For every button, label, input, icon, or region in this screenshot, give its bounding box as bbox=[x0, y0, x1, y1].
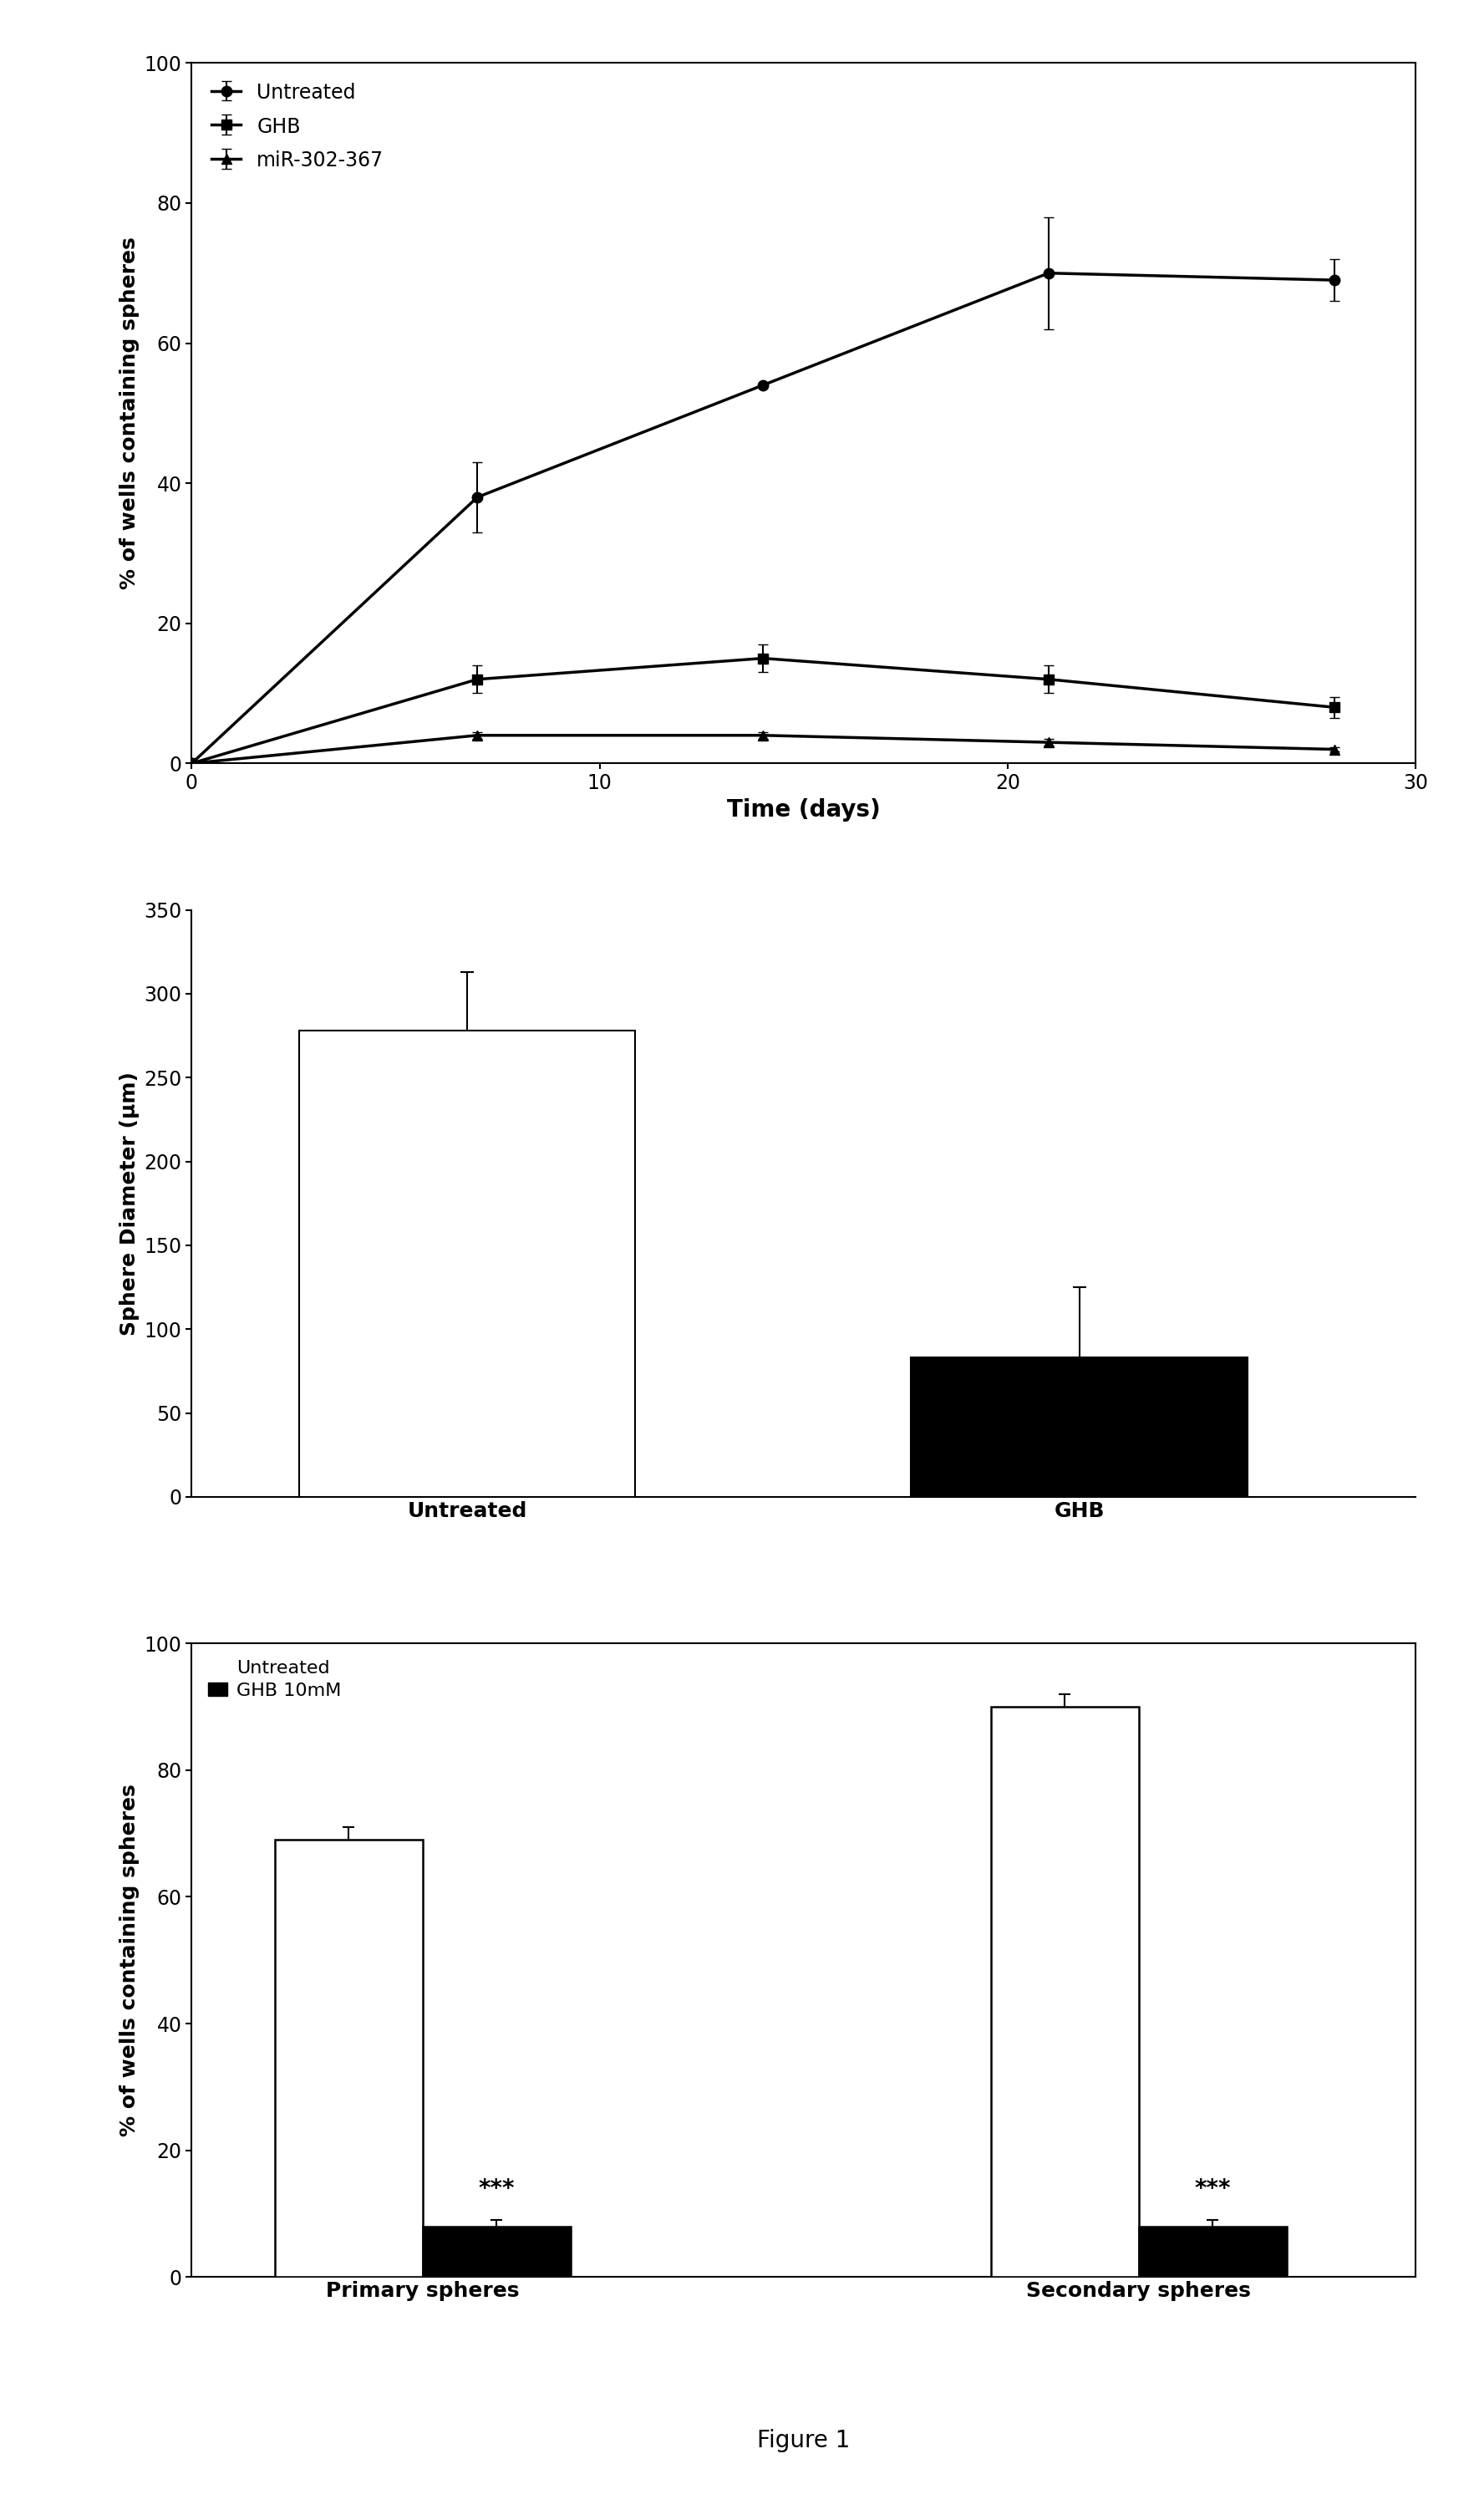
Y-axis label: Sphere Diameter (μm): Sphere Diameter (μm) bbox=[119, 1071, 140, 1336]
X-axis label: Time (days): Time (days) bbox=[727, 799, 880, 822]
Bar bbox=[1138, 2225, 1285, 2278]
Bar bbox=[299, 1031, 635, 1497]
Legend: Untreated, GHB 10mM: Untreated, GHB 10mM bbox=[200, 1653, 348, 1706]
Bar bbox=[911, 1358, 1247, 1497]
Y-axis label: % of wells containing spheres: % of wells containing spheres bbox=[119, 1784, 140, 2137]
Legend: Untreated, GHB, miR-302-367: Untreated, GHB, miR-302-367 bbox=[202, 73, 394, 181]
Text: Figure 1: Figure 1 bbox=[756, 2429, 850, 2452]
Y-axis label: % of wells containing spheres: % of wells containing spheres bbox=[119, 237, 140, 590]
Bar bbox=[274, 1840, 423, 2278]
Bar bbox=[991, 1706, 1138, 2278]
Bar bbox=[423, 2225, 570, 2278]
Text: ***: *** bbox=[478, 2177, 514, 2200]
Text: ***: *** bbox=[1194, 2177, 1231, 2200]
